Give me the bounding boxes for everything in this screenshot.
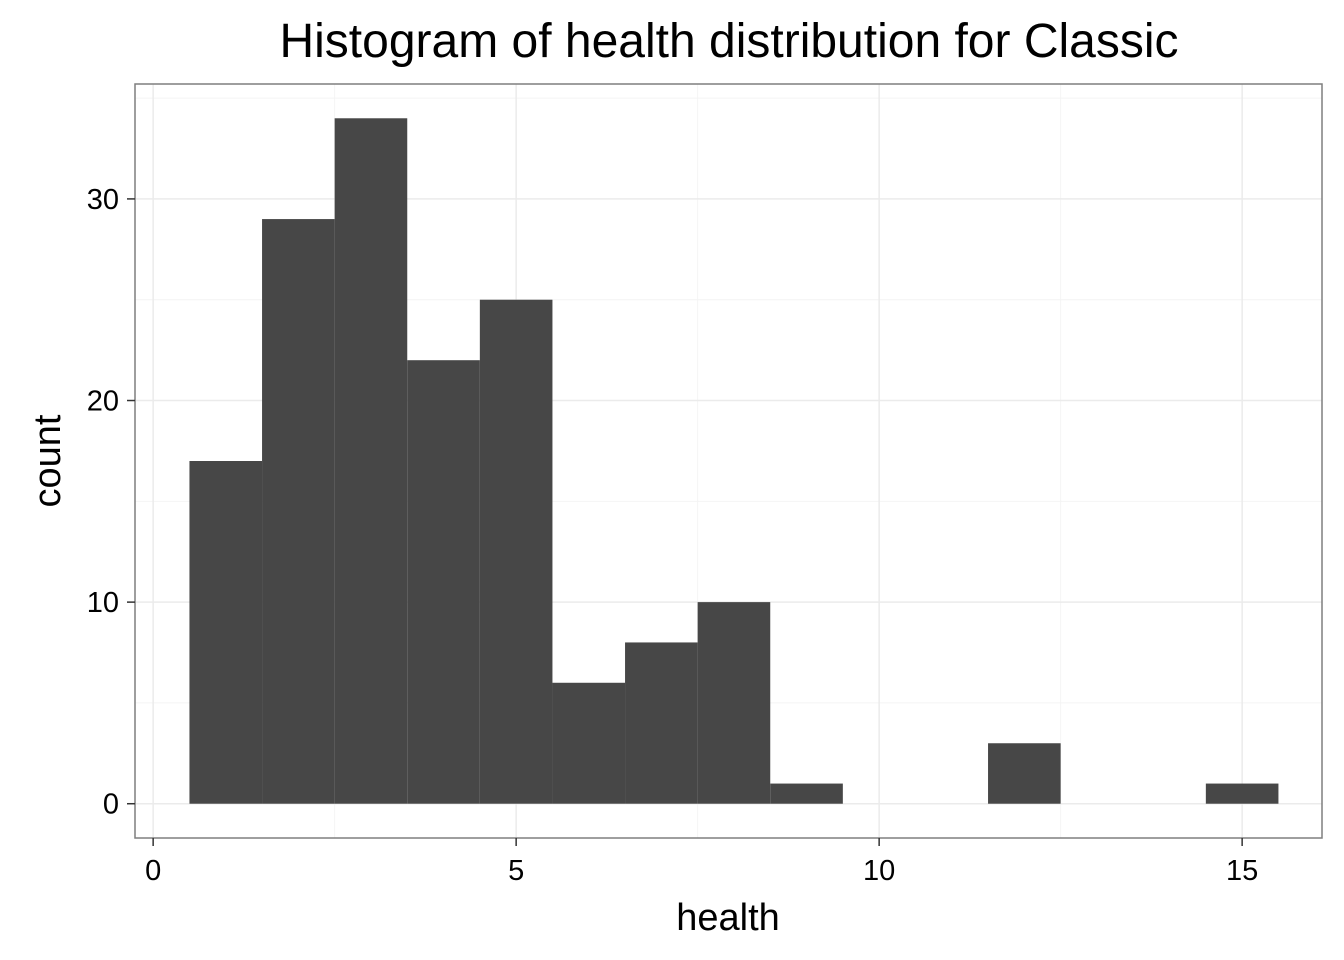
bars-layer <box>189 118 1279 804</box>
histogram-bar <box>988 743 1061 804</box>
y-axis-label: count <box>27 414 69 507</box>
y-tick-label: 20 <box>87 386 119 418</box>
x-tick-label: 15 <box>1226 855 1258 887</box>
x-axis-label: health <box>676 897 780 939</box>
x-tick-label: 5 <box>508 855 524 887</box>
x-tick-label: 0 <box>145 855 161 887</box>
histogram-bar <box>334 118 408 804</box>
histogram-bar <box>407 360 480 804</box>
x-tick-label: 10 <box>863 855 895 887</box>
y-tick-label: 0 <box>103 789 119 821</box>
histogram-bar <box>697 602 771 804</box>
y-tick-label: 30 <box>87 184 119 216</box>
panel-border <box>134 83 1323 839</box>
histogram-bar <box>552 682 626 804</box>
histogram-bar <box>189 461 263 804</box>
histogram-bar <box>262 219 335 804</box>
histogram-bar <box>479 299 553 804</box>
histogram-bar <box>1205 783 1279 804</box>
chart-title: Histogram of health distribution for Cla… <box>279 15 1178 68</box>
y-tick-label: 10 <box>87 587 119 619</box>
histogram-bar <box>625 642 698 804</box>
histogram-bar <box>770 783 843 804</box>
axis-layer: 0 5 10 15 0 10 20 30 <box>87 184 1259 887</box>
